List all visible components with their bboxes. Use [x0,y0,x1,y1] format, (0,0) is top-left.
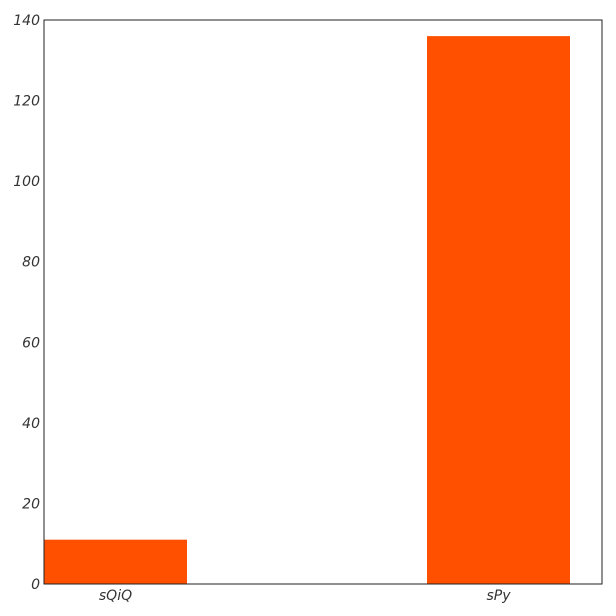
x-tick-label: sPy [486,588,511,604]
y-tick-label: 60 [22,335,40,351]
y-axis-ticks: 0 20 40 60 80 100 120 140 [13,13,40,593]
plot-frame [43,19,603,585]
bar-sQiQ [44,539,187,584]
y-tick-label: 20 [22,496,40,512]
y-tick-label: 140 [13,13,40,29]
y-tick-label: 120 [13,94,40,110]
y-tick-label: 80 [22,255,40,271]
bar-sPy [427,36,570,585]
y-tick-label: 100 [13,174,40,190]
x-tick-label: sQiQ [99,588,132,604]
y-tick-label: 40 [22,416,40,432]
x-axis-ticks: sQiQ sPy [99,588,511,604]
y-tick-label: 0 [31,577,40,593]
bars-group [44,36,570,585]
